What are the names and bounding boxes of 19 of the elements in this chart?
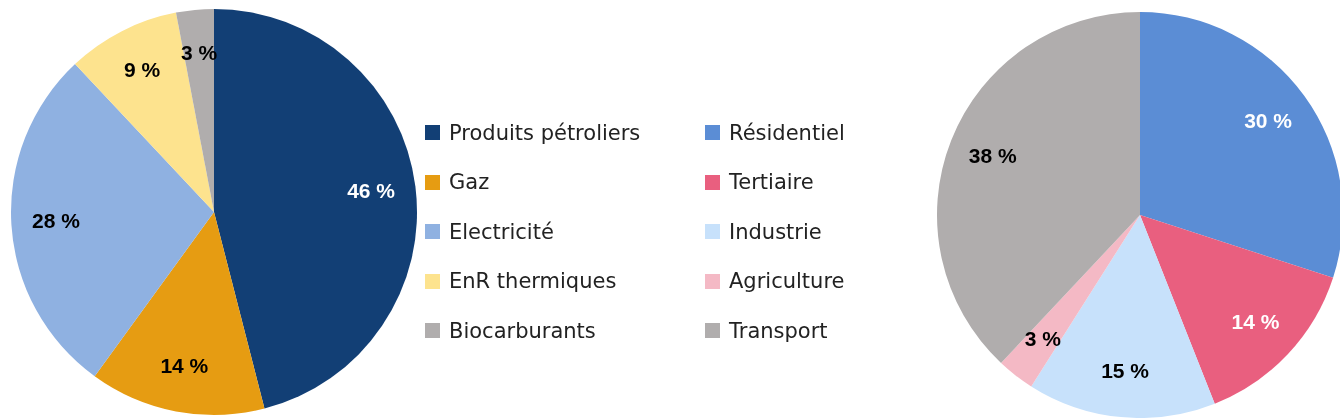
data-label: 30 % xyxy=(1244,108,1293,132)
legend-label: Industrie xyxy=(729,219,822,244)
data-label: 46 % xyxy=(347,178,396,202)
legend-label: Produits pétroliers xyxy=(449,120,641,145)
legend-label: Tertiaire xyxy=(729,170,814,195)
legend-label: Gaz xyxy=(449,170,490,195)
legend-label: Résidentiel xyxy=(729,120,845,145)
data-label: 14 % xyxy=(1231,310,1280,334)
data-label: 38 % xyxy=(968,143,1018,167)
data-label: 9 % xyxy=(124,57,161,81)
data-label: 14 % xyxy=(160,354,209,378)
legend-label: EnR thermiques xyxy=(449,269,617,294)
legend-label: Agriculture xyxy=(729,269,845,294)
data-label: 28 % xyxy=(32,208,81,232)
legend-label: Biocarburants xyxy=(449,318,596,343)
data-label: 3 % xyxy=(1024,326,1062,350)
legend-label: Transport xyxy=(729,318,828,343)
legend-label: Electricité xyxy=(449,219,554,244)
data-label: 15 % xyxy=(1101,359,1150,383)
